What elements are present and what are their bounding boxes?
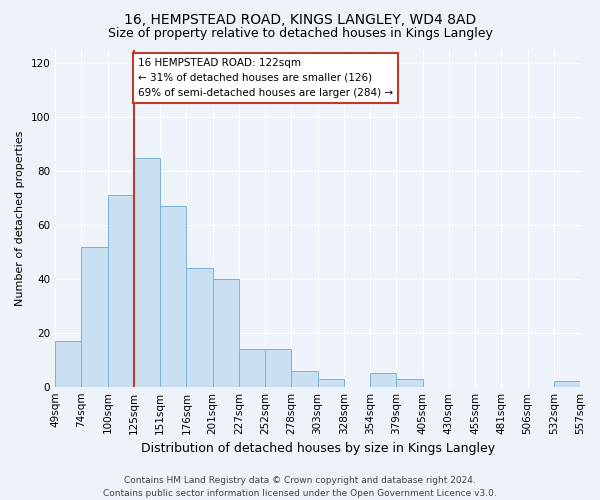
Bar (82, 246, 107, 386)
Bar (107, 196, 134, 386)
Bar (370, 373, 397, 386)
Text: Size of property relative to detached houses in Kings Langley: Size of property relative to detached ho… (107, 28, 493, 40)
Bar (239, 349, 265, 387)
Text: 16, HEMPSTEAD ROAD, KINGS LANGLEY, WD4 8AD: 16, HEMPSTEAD ROAD, KINGS LANGLEY, WD4 8… (124, 12, 476, 26)
Bar (292, 370, 317, 386)
Text: 16 HEMPSTEAD ROAD: 122sqm
← 31% of detached houses are smaller (126)
69% of semi: 16 HEMPSTEAD ROAD: 122sqm ← 31% of detac… (138, 58, 393, 98)
Bar (212, 279, 239, 386)
Bar (160, 206, 187, 386)
Y-axis label: Number of detached properties: Number of detached properties (15, 130, 25, 306)
Bar (554, 382, 580, 386)
Text: Contains HM Land Registry data © Crown copyright and database right 2024.
Contai: Contains HM Land Registry data © Crown c… (103, 476, 497, 498)
Bar (317, 378, 344, 386)
Bar (134, 158, 160, 386)
Bar (397, 378, 422, 386)
Bar (187, 268, 212, 386)
Bar (265, 349, 292, 387)
X-axis label: Distribution of detached houses by size in Kings Langley: Distribution of detached houses by size … (140, 442, 494, 455)
Bar (55, 341, 82, 386)
